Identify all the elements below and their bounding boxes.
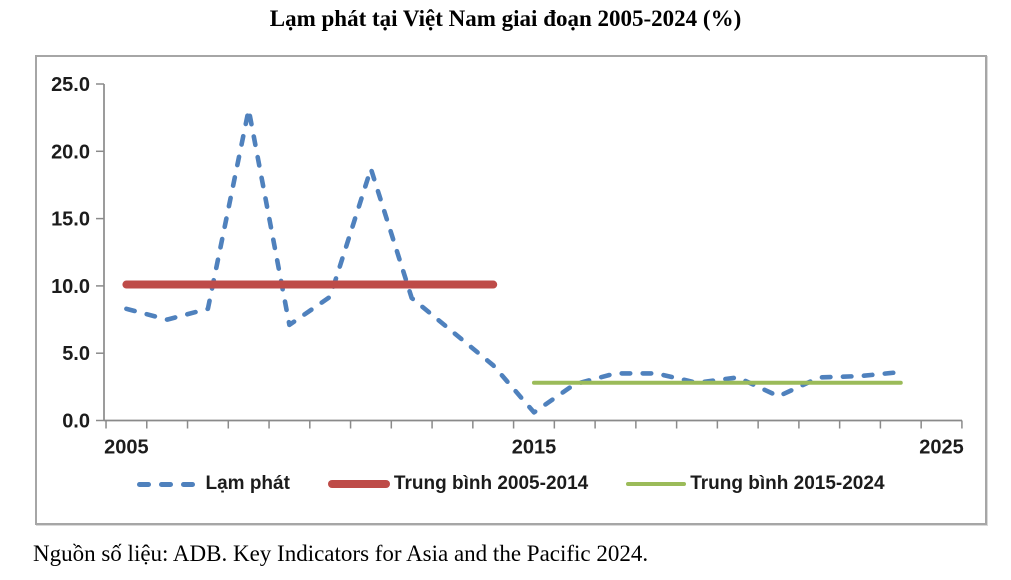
y-tick-label: 20.0: [51, 141, 90, 163]
legend: Lạm phát Trung bình 2005-2014 Trung bình…: [37, 473, 985, 495]
avg-2005-2014-swatch: [327, 480, 390, 488]
x-tick-label: 2015: [512, 437, 557, 459]
inflation-line: [124, 107, 904, 415]
x-tick-label: 2025: [919, 437, 964, 459]
legend-item-avg-2005-2014: Trung bình 2005-2014: [327, 473, 589, 495]
y-tick-label: 10.0: [51, 276, 90, 298]
y-tick-label: 5.0: [62, 343, 90, 365]
y-tick-label: 0.0: [62, 411, 90, 433]
legend-item-avg-2015-2024: Trung bình 2015-2024: [626, 473, 885, 495]
avg-2015-2024-swatch: [626, 482, 687, 486]
source-note: Nguồn số liệu: ADB. Key Indicators for A…: [33, 541, 649, 566]
legend-label: Trung bình 2005-2014: [393, 473, 589, 494]
legend-item-inflation: Lạm phát: [137, 473, 290, 495]
x-tick-label: 2005: [104, 437, 149, 459]
y-tick-label: 15.0: [51, 209, 90, 231]
legend-label: Trung bình 2015-2024: [690, 473, 885, 494]
inflation-line-swatch: [137, 481, 196, 487]
y-tick-label: 25.0: [51, 74, 90, 96]
chart-area: 0.0 5.0 10.0 15.0 20.0 25.0 2005 2015 2025 Lạm p…: [35, 55, 987, 525]
legend-label: Lạm phát: [205, 473, 290, 494]
plot-canvas: 0.0 5.0 10.0 15.0 20.0 25.0 2005 2015 2025: [51, 74, 964, 459]
chart-title: Lạm phát tại Việt Nam giai đoạn 2005-202…: [269, 6, 742, 31]
